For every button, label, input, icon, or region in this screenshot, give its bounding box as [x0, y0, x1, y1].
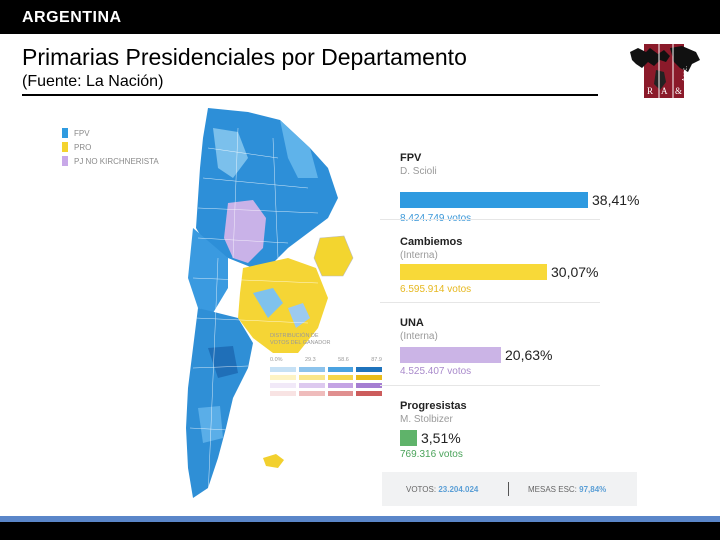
- legend-label: FPV: [74, 128, 90, 138]
- divider: [380, 302, 600, 303]
- candidate-name: (Interna): [400, 331, 438, 342]
- vote-distribution-legend: DISTRIBUCIÓN DE VOTOS DEL GANADOR 0.0% 2…: [270, 333, 382, 399]
- result-una: UNA (Interna) 20,63% 4.525.407 votos: [380, 317, 600, 397]
- party-name: Progresistas: [400, 400, 467, 412]
- votes-label: 6.595.914 votos: [400, 284, 472, 295]
- argentina-election-map: [48, 108, 378, 513]
- result-bar: [400, 192, 588, 208]
- result-cambiemos: Cambiemos (Interna) 30,07% 6.595.914 vot…: [380, 236, 600, 316]
- distribution-tick: 29.3: [304, 357, 316, 363]
- percent-label: 38,41%: [592, 192, 640, 208]
- votes-label: 4.525.407 votos: [400, 366, 472, 377]
- candidate-name: D. Scioli: [400, 166, 437, 177]
- total-votes-label: VOTOS:: [406, 485, 437, 494]
- legend-label: PJ NO KIRCHNERISTA: [74, 156, 159, 166]
- percent-label: 20,63%: [505, 347, 553, 363]
- votes-label: 769.316 votos: [400, 449, 463, 460]
- total-votes: VOTOS: 23.204.024: [406, 485, 478, 494]
- totals-box: VOTOS: 23.204.024 MESAS ESC: 97,84%: [382, 472, 637, 506]
- slide-title: Primarias Presidenciales por Departament…: [22, 44, 467, 70]
- distribution-tick: 0.0%: [270, 357, 283, 363]
- legend-item-pj: PJ NO KIRCHNERISTA: [62, 154, 159, 168]
- result-bar: [400, 264, 547, 280]
- footer-accent-strip: [0, 516, 720, 522]
- tables-counted-label: MESAS ESC:: [528, 485, 577, 494]
- logo-ampersand: &: [675, 86, 682, 96]
- map-legend: FPV PRO PJ NO KIRCHNERISTA: [62, 126, 159, 168]
- tables-counted-value: 97,84%: [579, 485, 607, 494]
- legend-swatch: [62, 156, 68, 166]
- candidate-name: M. Stolbizer: [400, 414, 453, 425]
- candidate-name: (Interna): [400, 250, 438, 261]
- title-underline: [22, 94, 598, 96]
- party-name: UNA: [400, 317, 424, 329]
- footer-bar: [0, 516, 720, 540]
- party-name: Cambiemos: [400, 236, 463, 248]
- company-logo: R A & Asoc.: [630, 44, 700, 98]
- distribution-tick: 58.6: [338, 357, 349, 363]
- legend-item-fpv: FPV: [62, 126, 159, 140]
- footer-divider: [508, 482, 509, 496]
- logo-letter-r: R: [647, 86, 653, 96]
- party-name: FPV: [400, 152, 422, 164]
- divider: [380, 385, 600, 386]
- country-label: ARGENTINA: [22, 9, 122, 26]
- legend-label: PRO: [74, 142, 92, 152]
- legend-swatch: [62, 142, 68, 152]
- percent-label: 30,07%: [551, 264, 599, 280]
- distribution-swatches: [270, 367, 382, 396]
- total-votes-value: 23.204.024: [438, 485, 479, 494]
- header-bar: ARGENTINA: [0, 0, 720, 34]
- distribution-tick: 87.9: [371, 357, 382, 363]
- distribution-title-line1: DISTRIBUCIÓN DE: [270, 333, 319, 339]
- slide-source: (Fuente: La Nación): [22, 73, 164, 90]
- logo-asoc: Asoc.: [681, 66, 689, 82]
- legend-swatch: [62, 128, 68, 138]
- result-progresistas: Progresistas M. Stolbizer 3,51% 769.316 …: [380, 400, 600, 470]
- logo-letter-a: A: [661, 86, 668, 96]
- result-fpv: FPV D. Scioli 38,41% 8.424.749 votos: [380, 152, 639, 232]
- tables-counted: MESAS ESC: 97,84%: [528, 485, 606, 494]
- result-bar: [400, 347, 501, 363]
- result-bar: [400, 430, 417, 446]
- votes-label: 8.424.749 votos: [400, 213, 471, 224]
- divider: [380, 219, 600, 220]
- legend-item-pro: PRO: [62, 140, 159, 154]
- percent-label: 3,51%: [421, 430, 461, 446]
- distribution-title-line2: VOTOS DEL GANADOR: [270, 340, 331, 346]
